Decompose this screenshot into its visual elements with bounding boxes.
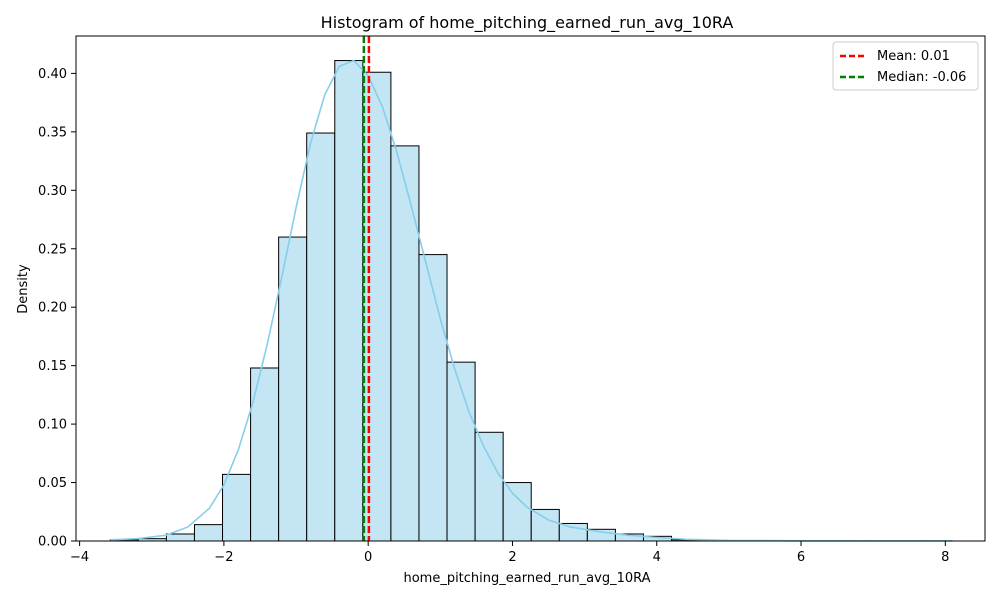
histogram-bar (390, 145, 420, 542)
x-tick-label: 0 (364, 550, 372, 565)
histogram-bar (278, 236, 308, 542)
histogram-bar (306, 132, 336, 542)
y-tick-label: 0.05 (38, 476, 67, 491)
y-tick-label: 0.25 (38, 242, 67, 257)
histogram-bar (222, 473, 252, 542)
axes-frame (75, 35, 986, 542)
y-tick-label: 0.00 (38, 535, 67, 550)
chart-title: Histogram of home_pitching_earned_run_av… (321, 13, 734, 33)
histogram-bar (334, 60, 364, 542)
legend-median-label: Median: -0.06 (877, 70, 966, 85)
histogram-bar (193, 524, 224, 542)
x-tick-label: 8 (941, 550, 949, 565)
y-axis-title: Density (16, 264, 31, 314)
y-tick-label: 0.15 (38, 359, 67, 374)
histogram-bar (530, 508, 560, 542)
legend: Mean: 0.01 Median: -0.06 (832, 41, 979, 91)
x-tick-label: −2 (214, 550, 233, 565)
y-tick-label: 0.40 (38, 67, 67, 82)
histogram-bar (362, 71, 392, 542)
y-tick-label: 0.35 (38, 125, 67, 140)
y-tick-label: 0.30 (38, 184, 67, 199)
plot-area (109, 36, 953, 542)
x-tick-label: −4 (70, 550, 89, 565)
histogram-bar (558, 522, 588, 542)
histogram-bar (165, 533, 195, 542)
y-tick-label: 0.10 (38, 418, 67, 433)
histogram-bar (250, 367, 280, 542)
axes: −4 −2 0 2 4 6 8 0.00 0.05 0.10 0.15 0.20 0.25 0.30 0.3… (38, 35, 986, 565)
kde-curve (110, 59, 953, 542)
histogram-bar (446, 361, 476, 542)
x-axis-title: home_pitching_earned_run_avg_10RA (403, 571, 650, 586)
x-tick-label: 6 (797, 550, 805, 565)
histogram-bar (418, 254, 448, 542)
legend-box (832, 41, 979, 91)
legend-mean-label: Mean: 0.01 (877, 49, 950, 64)
x-tick-label: 2 (508, 550, 516, 565)
histogram-bar (502, 482, 532, 542)
histogram-bar (474, 431, 504, 542)
y-tick-label: 0.20 (38, 301, 67, 316)
x-tick-label: 4 (653, 550, 661, 565)
